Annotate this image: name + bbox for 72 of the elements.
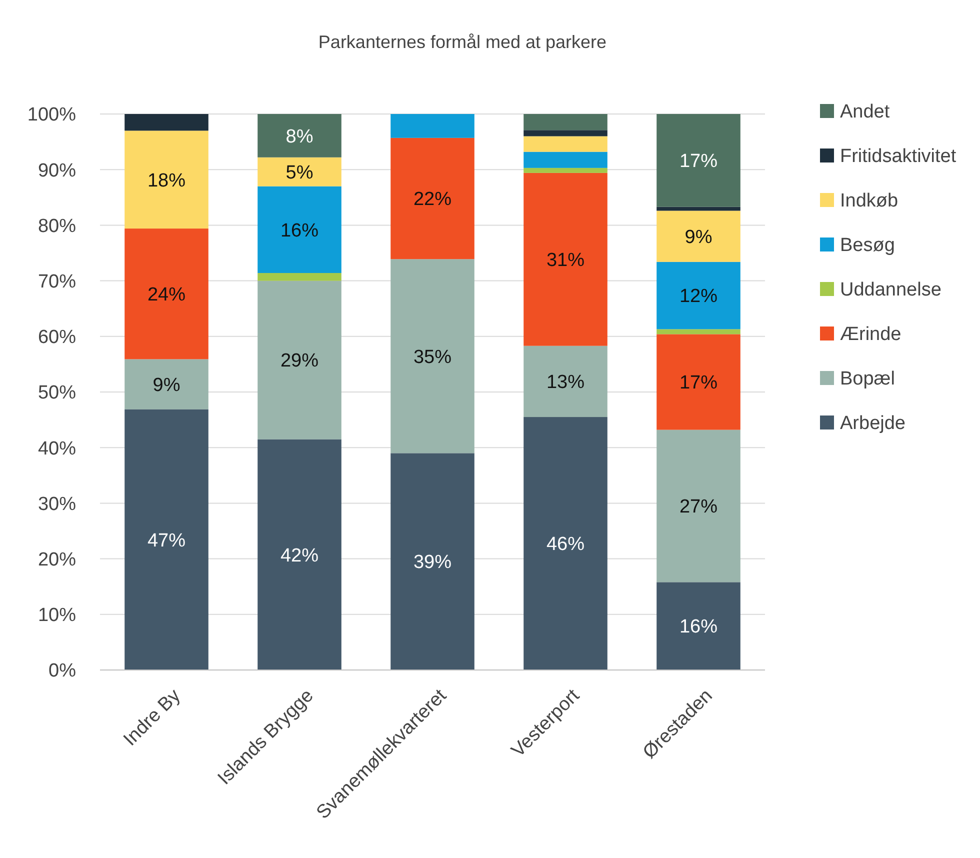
chart-title: Parkanternes formål med at parkere	[318, 32, 607, 52]
data-label: 42%	[280, 545, 319, 566]
bar	[524, 172, 608, 346]
bar	[656, 430, 740, 582]
y-tick-label: 0%	[48, 660, 76, 682]
bar	[258, 186, 342, 274]
bar	[258, 280, 342, 440]
bar	[524, 168, 608, 173]
data-label: 27%	[679, 496, 718, 518]
y-tick-label: 40%	[38, 438, 76, 460]
data-label: 5%	[286, 162, 314, 184]
data-label: 31%	[546, 250, 585, 272]
bar	[124, 130, 208, 229]
bar	[656, 210, 740, 262]
legend-label: Ærinde	[840, 324, 902, 346]
bar	[656, 334, 740, 430]
bar	[656, 206, 740, 211]
y-tick-label: 60%	[38, 327, 76, 348]
bar	[656, 114, 740, 207]
bar	[258, 114, 342, 158]
bar	[390, 453, 474, 670]
bar	[258, 157, 342, 186]
data-label: 29%	[280, 350, 319, 372]
data-label: 12%	[679, 286, 718, 308]
data-label: 17%	[679, 151, 718, 172]
data-label: 39%	[413, 552, 452, 574]
bar	[124, 228, 208, 360]
data-label: 8%	[286, 126, 314, 148]
legend-label: Uddannelse	[840, 280, 942, 301]
bar	[656, 329, 740, 334]
data-label: 16%	[679, 616, 718, 638]
data-label: 22%	[413, 189, 452, 210]
data-label: 18%	[147, 170, 186, 192]
bar	[258, 273, 342, 281]
legend-label: Bopæl	[840, 368, 895, 390]
bar	[524, 346, 608, 418]
y-tick-label: 50%	[38, 382, 76, 404]
y-tick-label: 80%	[38, 216, 76, 237]
bar	[258, 439, 342, 670]
y-tick-label: 90%	[38, 160, 76, 182]
y-tick-label: 10%	[38, 605, 76, 626]
data-label: 9%	[152, 374, 180, 396]
bar	[656, 262, 740, 330]
y-tick-label: 70%	[38, 271, 76, 292]
bar	[124, 359, 208, 410]
legend-label: Andet	[840, 102, 890, 123]
bar	[524, 417, 608, 670]
bar	[524, 152, 608, 168]
data-label: 47%	[147, 530, 186, 552]
bar	[390, 114, 474, 138]
y-tick-label: 100%	[27, 104, 76, 126]
bar	[124, 409, 208, 670]
bar	[390, 259, 474, 454]
y-tick-label: 20%	[38, 549, 76, 570]
legend-label: Indkøb	[840, 190, 898, 212]
data-label: 17%	[679, 372, 718, 394]
data-label: 9%	[684, 226, 712, 248]
bar	[390, 138, 474, 260]
data-label: 16%	[280, 220, 319, 242]
bar	[524, 130, 608, 136]
bar	[524, 114, 608, 130]
legend-label: Besøg	[840, 235, 895, 256]
legend-label: Fritidsaktivitet	[840, 146, 957, 168]
bar	[524, 136, 608, 152]
data-label: 24%	[147, 284, 186, 306]
data-label: 35%	[413, 346, 452, 368]
y-tick-label: 30%	[38, 494, 76, 515]
bar	[656, 582, 740, 670]
data-label: 46%	[546, 534, 585, 556]
bar	[124, 114, 208, 131]
legend-label: Arbejde	[840, 413, 906, 434]
data-label: 13%	[546, 372, 585, 394]
